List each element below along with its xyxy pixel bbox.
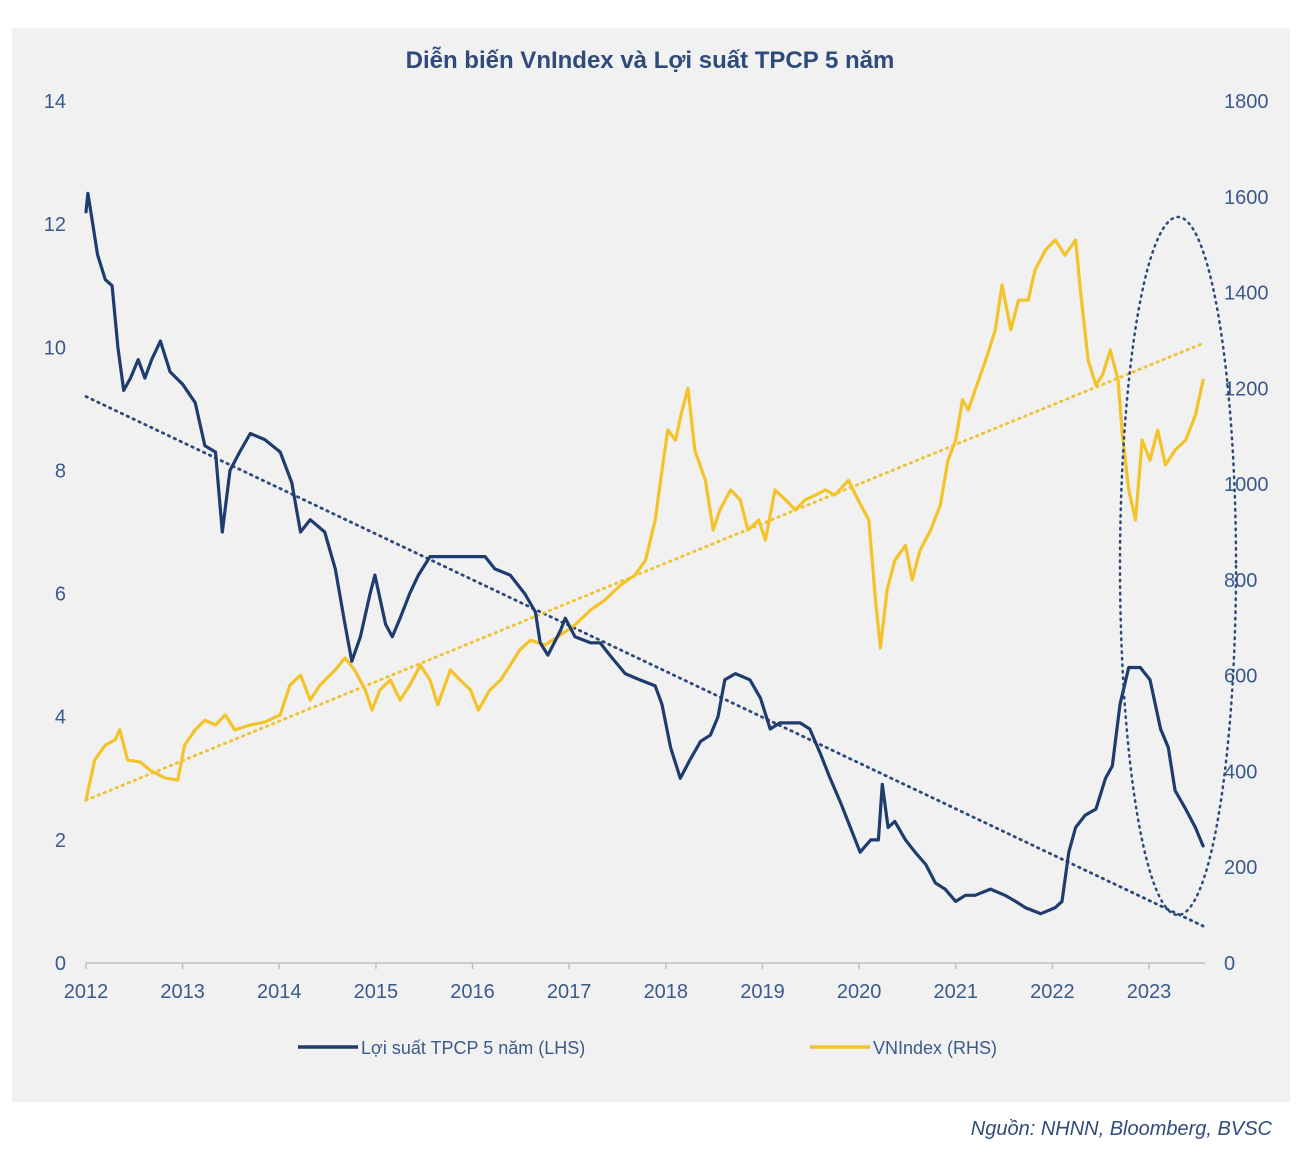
right-tick-label: 600 [1224, 666, 1257, 688]
left-tick-label: 0 [55, 953, 66, 975]
vnindex-series-line [84, 238, 1205, 802]
x-tick-label: 2022 [1030, 981, 1075, 1003]
x-tick-label: 2021 [933, 981, 978, 1003]
source-note: Nguồn: NHNN, Bloomberg, BVSC [971, 1118, 1273, 1140]
right-tick-label: 1400 [1224, 283, 1269, 305]
x-tick-label: 2013 [160, 981, 205, 1003]
right-tick-label: 800 [1224, 570, 1257, 592]
x-tick-label: 2018 [644, 981, 689, 1003]
left-tick-label: 2 [55, 830, 66, 852]
right-tick-label: 1200 [1224, 378, 1269, 400]
left-axis: 0 2 4 6 8 10 12 14 [44, 91, 66, 975]
highlight-ellipse [1118, 215, 1238, 917]
right-tick-label: 1600 [1224, 187, 1269, 209]
legend-label-vnindex: VNIndex (RHS) [873, 1038, 997, 1058]
right-tick-label: 0 [1224, 953, 1235, 975]
x-tick-label: 2015 [354, 981, 399, 1003]
x-tick-label: 2012 [64, 981, 109, 1003]
x-tick-label: 2023 [1127, 981, 1172, 1003]
series-lines [84, 191, 1205, 916]
left-tick-label: 6 [55, 584, 66, 606]
x-tick-label: 2020 [837, 981, 882, 1003]
right-tick-label: 200 [1224, 857, 1257, 879]
legend-label-yield: Lợi suất TPCP 5 năm (LHS) [361, 1038, 585, 1058]
x-tick-label: 2019 [740, 981, 785, 1003]
x-tick-label: 2017 [547, 981, 592, 1003]
x-axis: 2012 2013 2014 2015 2016 2017 2018 2019 2020 2021… [64, 963, 1172, 1003]
vnindex-trendline [84, 341, 1205, 802]
legend: Lợi suất TPCP 5 năm (LHS) VNIndex (RHS) [298, 1038, 997, 1058]
trendlines [84, 341, 1205, 928]
left-tick-label: 8 [55, 460, 66, 482]
yield-trendline [84, 395, 1205, 928]
right-tick-label: 400 [1224, 761, 1257, 783]
chart-title: Diễn biến VnIndex và Lợi suất TPCP 5 năm [406, 46, 895, 74]
left-tick-label: 14 [44, 91, 66, 113]
right-tick-label: 1800 [1224, 91, 1269, 113]
left-tick-label: 12 [44, 214, 66, 236]
x-tick-label: 2014 [257, 981, 302, 1003]
right-tick-label: 1000 [1224, 474, 1269, 496]
x-tick-label: 2016 [450, 981, 495, 1003]
left-tick-label: 10 [44, 337, 66, 359]
yield-series-line [84, 191, 1205, 916]
legend-item-vnindex: VNIndex (RHS) [810, 1038, 997, 1058]
left-tick-label: 4 [55, 707, 66, 729]
chart-panel [12, 28, 1290, 1102]
right-axis: 0 200 400 600 800 1000 1200 1400 1600 1800 [1224, 91, 1269, 975]
legend-item-yield: Lợi suất TPCP 5 năm (LHS) [298, 1038, 585, 1058]
